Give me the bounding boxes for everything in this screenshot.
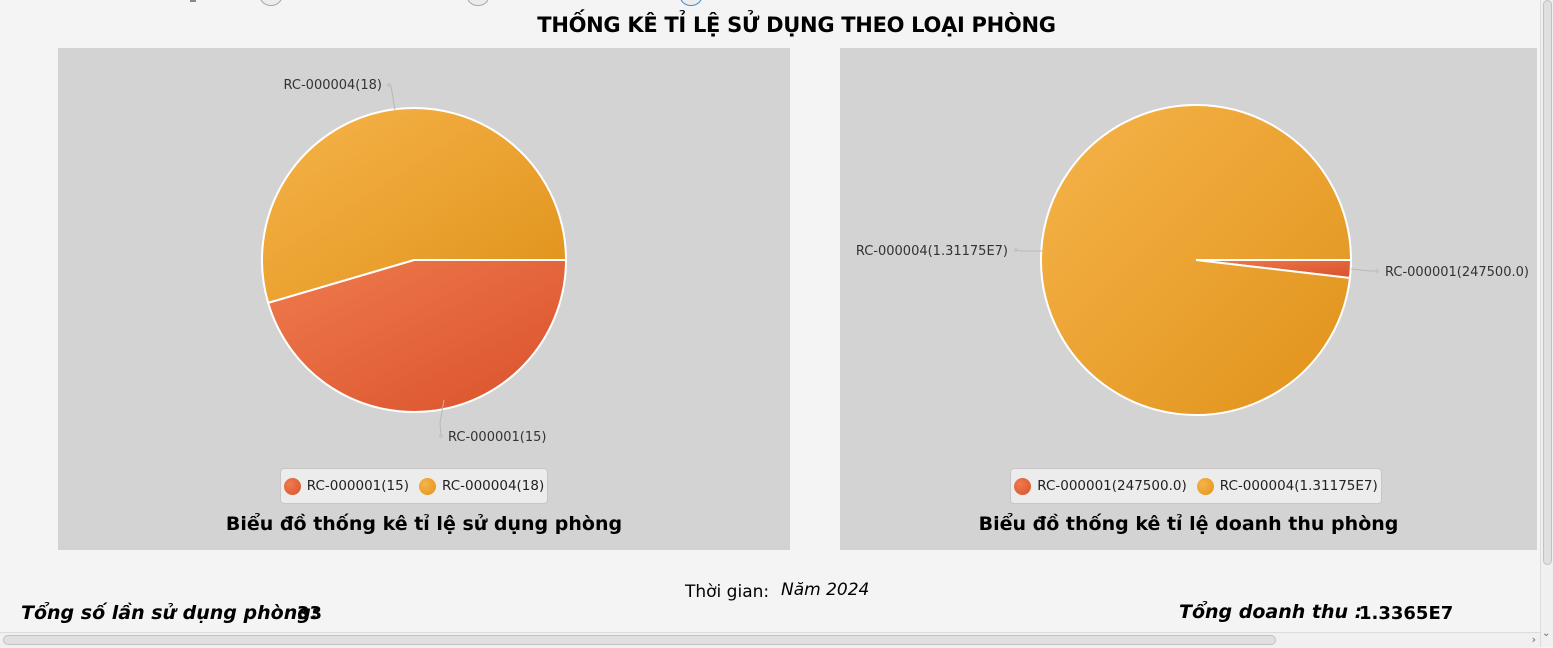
label-leader-line [388,84,396,111]
label-leader-line [1015,249,1042,252]
label-leader-dot [1375,269,1379,273]
total-usage-label: Tổng số lần sử dụng phòng: [21,602,319,624]
legend-item: RC-000004(18) [419,477,545,495]
legend-swatch-rc-000001 [1014,477,1032,495]
pie-slice-rc-000001 [266,259,568,413]
pie-slice-label: RC-000004(1.31175E7) [856,244,1008,259]
label-leader-dot [1014,248,1018,252]
scroll-down-icon[interactable]: ⌄ [1542,628,1551,639]
radio-button[interactable] [467,0,489,6]
label-leader-line [439,399,445,437]
legend-swatch-rc-000001 [283,477,301,495]
vertical-scrollbar[interactable]: ⌄ [1540,0,1553,647]
pie-slice-label: RC-000004(18) [284,78,382,93]
legend-item: RC-000001(15) [283,477,409,495]
pie-slice-rc-000004 [261,107,568,305]
total-revenue-value: 1.3365E7 [1359,603,1454,624]
legend-label: RC-000001(15) [306,478,409,494]
time-value: Năm 2024 [781,580,870,600]
page-title: THỐNG KÊ TỈ LỆ SỬ DỤNG THEO LOẠI PHÒNG [537,13,1056,37]
label-leader-dot [387,83,391,87]
legend-label: RC-000001(247500.0) [1037,478,1187,494]
time-label: Thời gian: [685,582,770,602]
usage-chart-title: Biểu đồ thống kê tỉ lệ sử dụng phòng [225,513,623,535]
vertical-scrollbar-thumb[interactable] [1543,0,1552,565]
usage-pie-chart: RC-000001(15) RC-000004(18) [261,78,568,445]
radio-button[interactable] [260,0,282,6]
scroll-right-icon[interactable]: › [1531,633,1536,646]
total-usage-value: 33 [297,603,323,624]
radio-button-selected[interactable] [680,0,702,6]
total-revenue-label: Tổng doanh thu : [1179,601,1363,623]
revenue-chart-legend: RC-000001(247500.0) RC-000004(1.31175E7) [1010,468,1382,504]
revenue-chart-panel: RC-000001(247500.0) RC-000004(1.31175E7) … [840,48,1537,550]
pie-slice-label: RC-000001(15) [448,430,546,445]
legend-item: RC-000004(1.31175E7) [1196,477,1378,495]
legend-item: RC-000001(247500.0) [1014,477,1187,495]
radio-label-fragment [190,0,196,2]
usage-chart-legend: RC-000001(15) RC-000004(18) [280,468,548,504]
pie-slice-rc-000004 [1040,104,1353,416]
legend-swatch-rc-000004 [1196,477,1214,495]
label-leader-line [1350,268,1377,272]
revenue-pie-chart: RC-000001(247500.0) RC-000004(1.31175E7) [856,104,1529,416]
legend-label: RC-000004(1.31175E7) [1219,478,1378,494]
pie-slice-label: RC-000001(247500.0) [1385,265,1529,280]
legend-label: RC-000004(18) [442,478,545,494]
horizontal-scrollbar-thumb[interactable] [3,635,1276,645]
revenue-chart-title: Biểu đồ thống kê tỉ lệ doanh thu phòng [978,513,1399,535]
usage-chart-panel: RC-000001(15) RC-000004(18) RC-000001(15)… [58,48,790,550]
horizontal-scrollbar[interactable]: › [0,632,1540,648]
top-radio-row [0,0,1553,8]
legend-swatch-rc-000004 [419,477,436,495]
label-leader-dot [439,434,443,438]
